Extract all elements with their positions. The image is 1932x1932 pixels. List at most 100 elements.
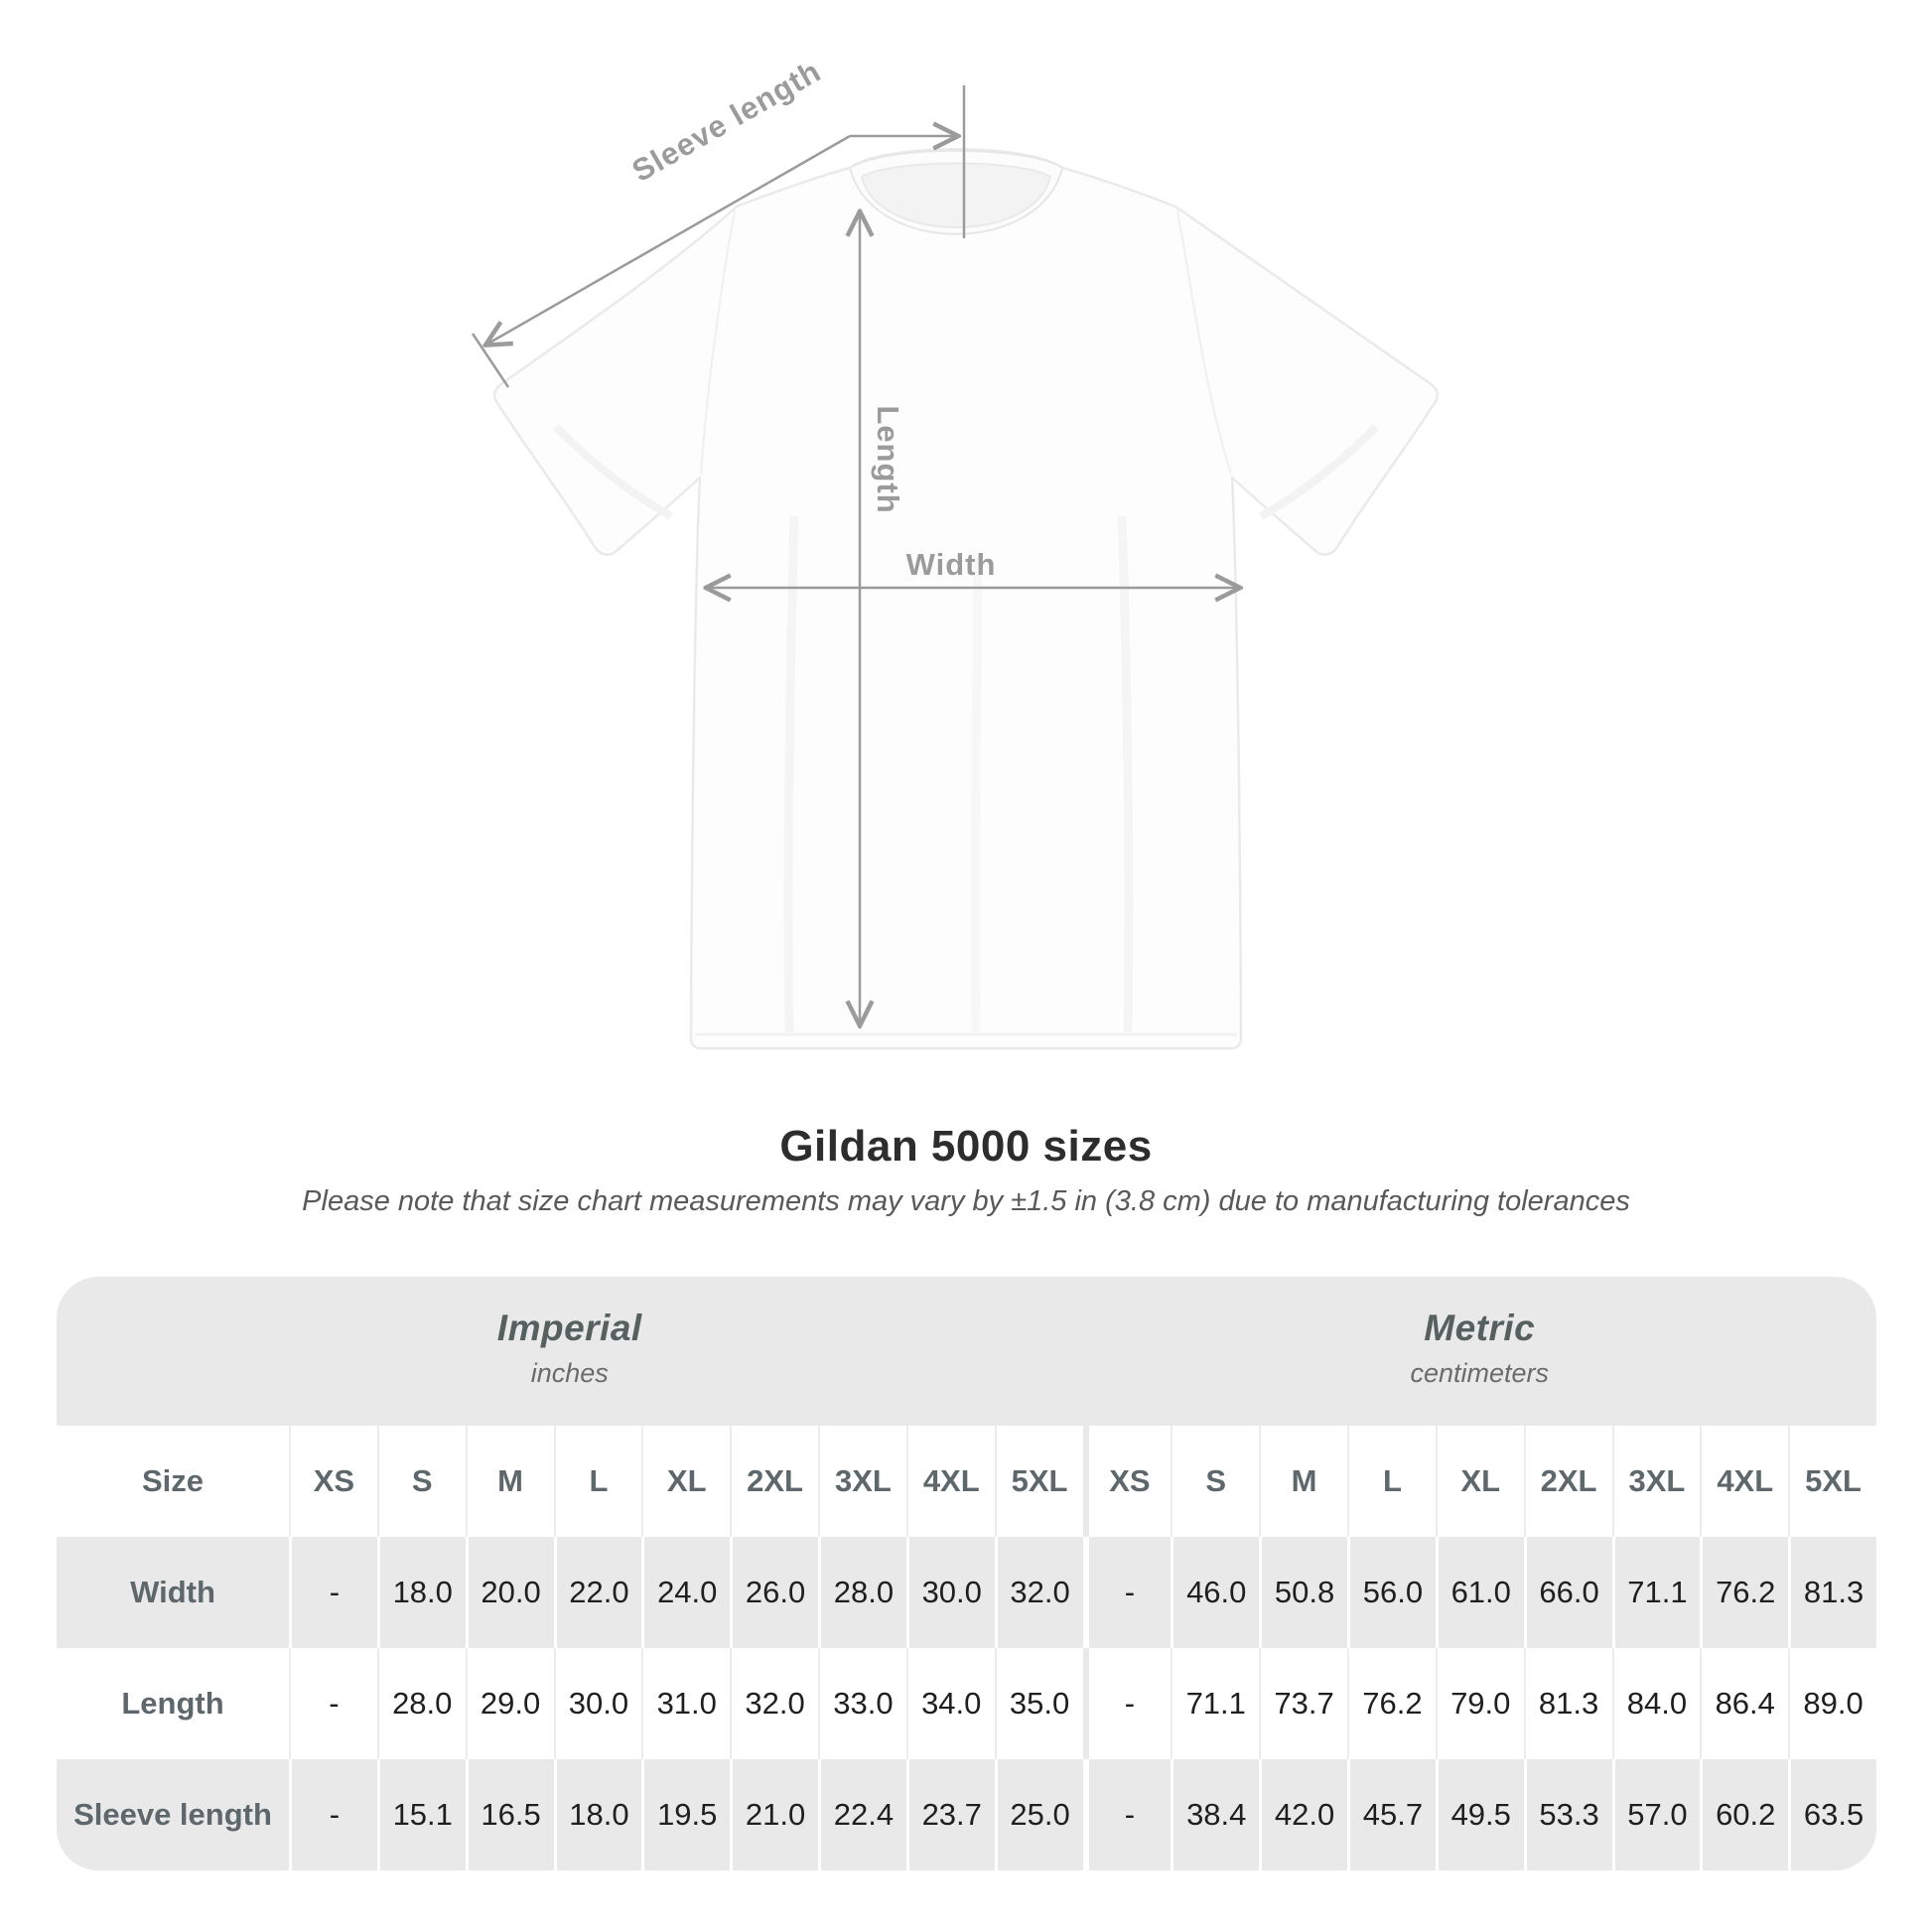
group-header-metric-label: Metric	[1424, 1308, 1536, 1348]
size-col-header: 2XL	[730, 1426, 818, 1537]
measurement-cell: -	[1082, 1759, 1172, 1870]
measurement-cell: 79.0	[1435, 1648, 1524, 1759]
measurement-cell: 18.0	[376, 1537, 466, 1648]
sleeve-length-label: Sleeve length	[626, 54, 827, 189]
measurement-cell: 56.0	[1347, 1537, 1436, 1648]
size-col-header: L	[553, 1426, 642, 1537]
length-label: Length	[871, 405, 905, 513]
group-header-metric-unit: centimeters	[1410, 1358, 1550, 1388]
measurement-cell: 32.0	[730, 1648, 818, 1759]
size-col-header: 4XL	[905, 1426, 995, 1537]
measurement-cell: 84.0	[1611, 1648, 1701, 1759]
neck-hole	[860, 162, 1052, 228]
measurement-cell: 53.3	[1523, 1759, 1612, 1870]
size-header-row: Size XS S M L XL 2XL 3XL 4XL 5XL XS S M L XL 2XL 3XL 4XL…	[57, 1426, 1876, 1537]
group-header-imperial: Imperial inches	[57, 1277, 1083, 1426]
measurement-cell: 15.1	[376, 1759, 466, 1870]
table-row: Width -18.0 20.0 22.0 24.0 26.0 28.0 30.0 32.0-4…	[57, 1537, 1876, 1648]
measurement-cell: 29.0	[465, 1648, 554, 1759]
row-label: Width	[130, 1575, 215, 1609]
size-col-header: XS	[289, 1426, 377, 1537]
measurement-cell: 50.8	[1259, 1537, 1347, 1648]
measurement-cell: 28.0	[376, 1648, 466, 1759]
measurement-cell: 66.0	[1523, 1537, 1612, 1648]
measurement-cell: 30.0	[905, 1537, 995, 1648]
size-col-header: 5XL	[1788, 1426, 1876, 1537]
measurement-cell: 30.0	[553, 1648, 642, 1759]
group-header-imperial-label: Imperial	[496, 1308, 642, 1348]
size-col-header: XS	[1082, 1426, 1172, 1537]
table-group-header: Imperial inches Metric centimeters	[57, 1277, 1876, 1426]
measurement-cell: 57.0	[1611, 1759, 1701, 1870]
page-title: Gildan 5000 sizes	[779, 1122, 1153, 1171]
measurement-cell: 73.7	[1259, 1648, 1347, 1759]
measurement-cell: -	[289, 1648, 377, 1759]
measurement-cell: 76.2	[1347, 1648, 1436, 1759]
measurement-cell: 49.5	[1435, 1759, 1524, 1870]
measurement-cell: 21.0	[730, 1759, 818, 1870]
size-col-header: 2XL	[1523, 1426, 1612, 1537]
size-col-header: 3XL	[818, 1426, 906, 1537]
row-label-size: Size	[141, 1463, 205, 1498]
size-col-header: XL	[641, 1426, 730, 1537]
measurement-cell: 22.0	[553, 1537, 642, 1648]
measurement-cell: -	[1082, 1648, 1172, 1759]
measurement-cell: 89.0	[1788, 1648, 1876, 1759]
size-col-header: S	[1171, 1426, 1259, 1537]
size-col-header: XL	[1435, 1426, 1524, 1537]
measurement-cell: 18.0	[553, 1759, 642, 1870]
measurement-cell: -	[1082, 1537, 1172, 1648]
measurement-cell: 33.0	[818, 1648, 906, 1759]
measurement-cell: 38.4	[1171, 1759, 1259, 1870]
measurement-cell: 46.0	[1171, 1537, 1259, 1648]
tshirt-shape	[492, 148, 1440, 1050]
measurement-cell: 71.1	[1611, 1537, 1701, 1648]
table-row: Sleeve length -15.1 16.5 18.0 19.5 21.0 22.4 23…	[57, 1759, 1876, 1870]
group-header-imperial-unit: inches	[530, 1358, 609, 1388]
title-block: Gildan 5000 sizes Please note that size …	[0, 1122, 1932, 1218]
size-table: Imperial inches Metric centimeters Size …	[57, 1277, 1876, 1870]
size-col-header: L	[1347, 1426, 1436, 1537]
row-label: Sleeve length	[73, 1797, 272, 1832]
measurement-cell: 19.5	[641, 1759, 730, 1870]
size-col-header: 5XL	[994, 1426, 1083, 1537]
table-row: Length -28.0 29.0 30.0 31.0 32.0 33.0 34.0 35.0-…	[57, 1648, 1876, 1759]
measurement-cell: 20.0	[465, 1537, 554, 1648]
table-body: Width -18.0 20.0 22.0 24.0 26.0 28.0 30.0 32.0-4…	[57, 1537, 1876, 1870]
size-col-header: M	[465, 1426, 554, 1537]
measurement-cell: 81.3	[1788, 1537, 1876, 1648]
size-col-header: 4XL	[1700, 1426, 1788, 1537]
measurement-cell: 25.0	[994, 1759, 1083, 1870]
measurement-cell: 61.0	[1435, 1537, 1524, 1648]
measurement-cell: 35.0	[994, 1648, 1083, 1759]
size-col-header: S	[376, 1426, 466, 1537]
measurement-cell: -	[289, 1537, 377, 1648]
measurement-cell: 42.0	[1259, 1759, 1347, 1870]
measurement-cell: 60.2	[1700, 1759, 1788, 1870]
row-label: Length	[121, 1686, 224, 1721]
tolerance-note: Please note that size chart measurements…	[302, 1185, 1630, 1217]
measurement-cell: 34.0	[905, 1648, 995, 1759]
measurement-cell: 71.1	[1171, 1648, 1259, 1759]
measurement-cell: 86.4	[1700, 1648, 1788, 1759]
tshirt-diagram: Sleeve length Length Width	[471, 54, 1440, 1050]
measurement-cell: 76.2	[1700, 1537, 1788, 1648]
width-label: Width	[906, 547, 997, 582]
measurement-cell: 22.4	[818, 1759, 906, 1870]
size-col-header: 3XL	[1611, 1426, 1701, 1537]
measurement-cell: -	[289, 1759, 377, 1870]
measurement-cell: 28.0	[818, 1537, 906, 1648]
measurement-cell: 81.3	[1523, 1648, 1612, 1759]
sleeve-length-arrow-diagonal	[486, 134, 851, 345]
measurement-cell: 16.5	[465, 1759, 554, 1870]
measurement-cell: 32.0	[994, 1537, 1083, 1648]
measurement-cell: 23.7	[905, 1759, 995, 1870]
measurement-cell: 31.0	[641, 1648, 730, 1759]
sleeve-length-witness-tick	[471, 333, 510, 388]
size-col-header: M	[1259, 1426, 1347, 1537]
measurement-cell: 45.7	[1347, 1759, 1436, 1870]
measurement-cell: 26.0	[730, 1537, 818, 1648]
measurement-cell: 24.0	[641, 1537, 730, 1648]
measurement-cell: 63.5	[1788, 1759, 1876, 1870]
